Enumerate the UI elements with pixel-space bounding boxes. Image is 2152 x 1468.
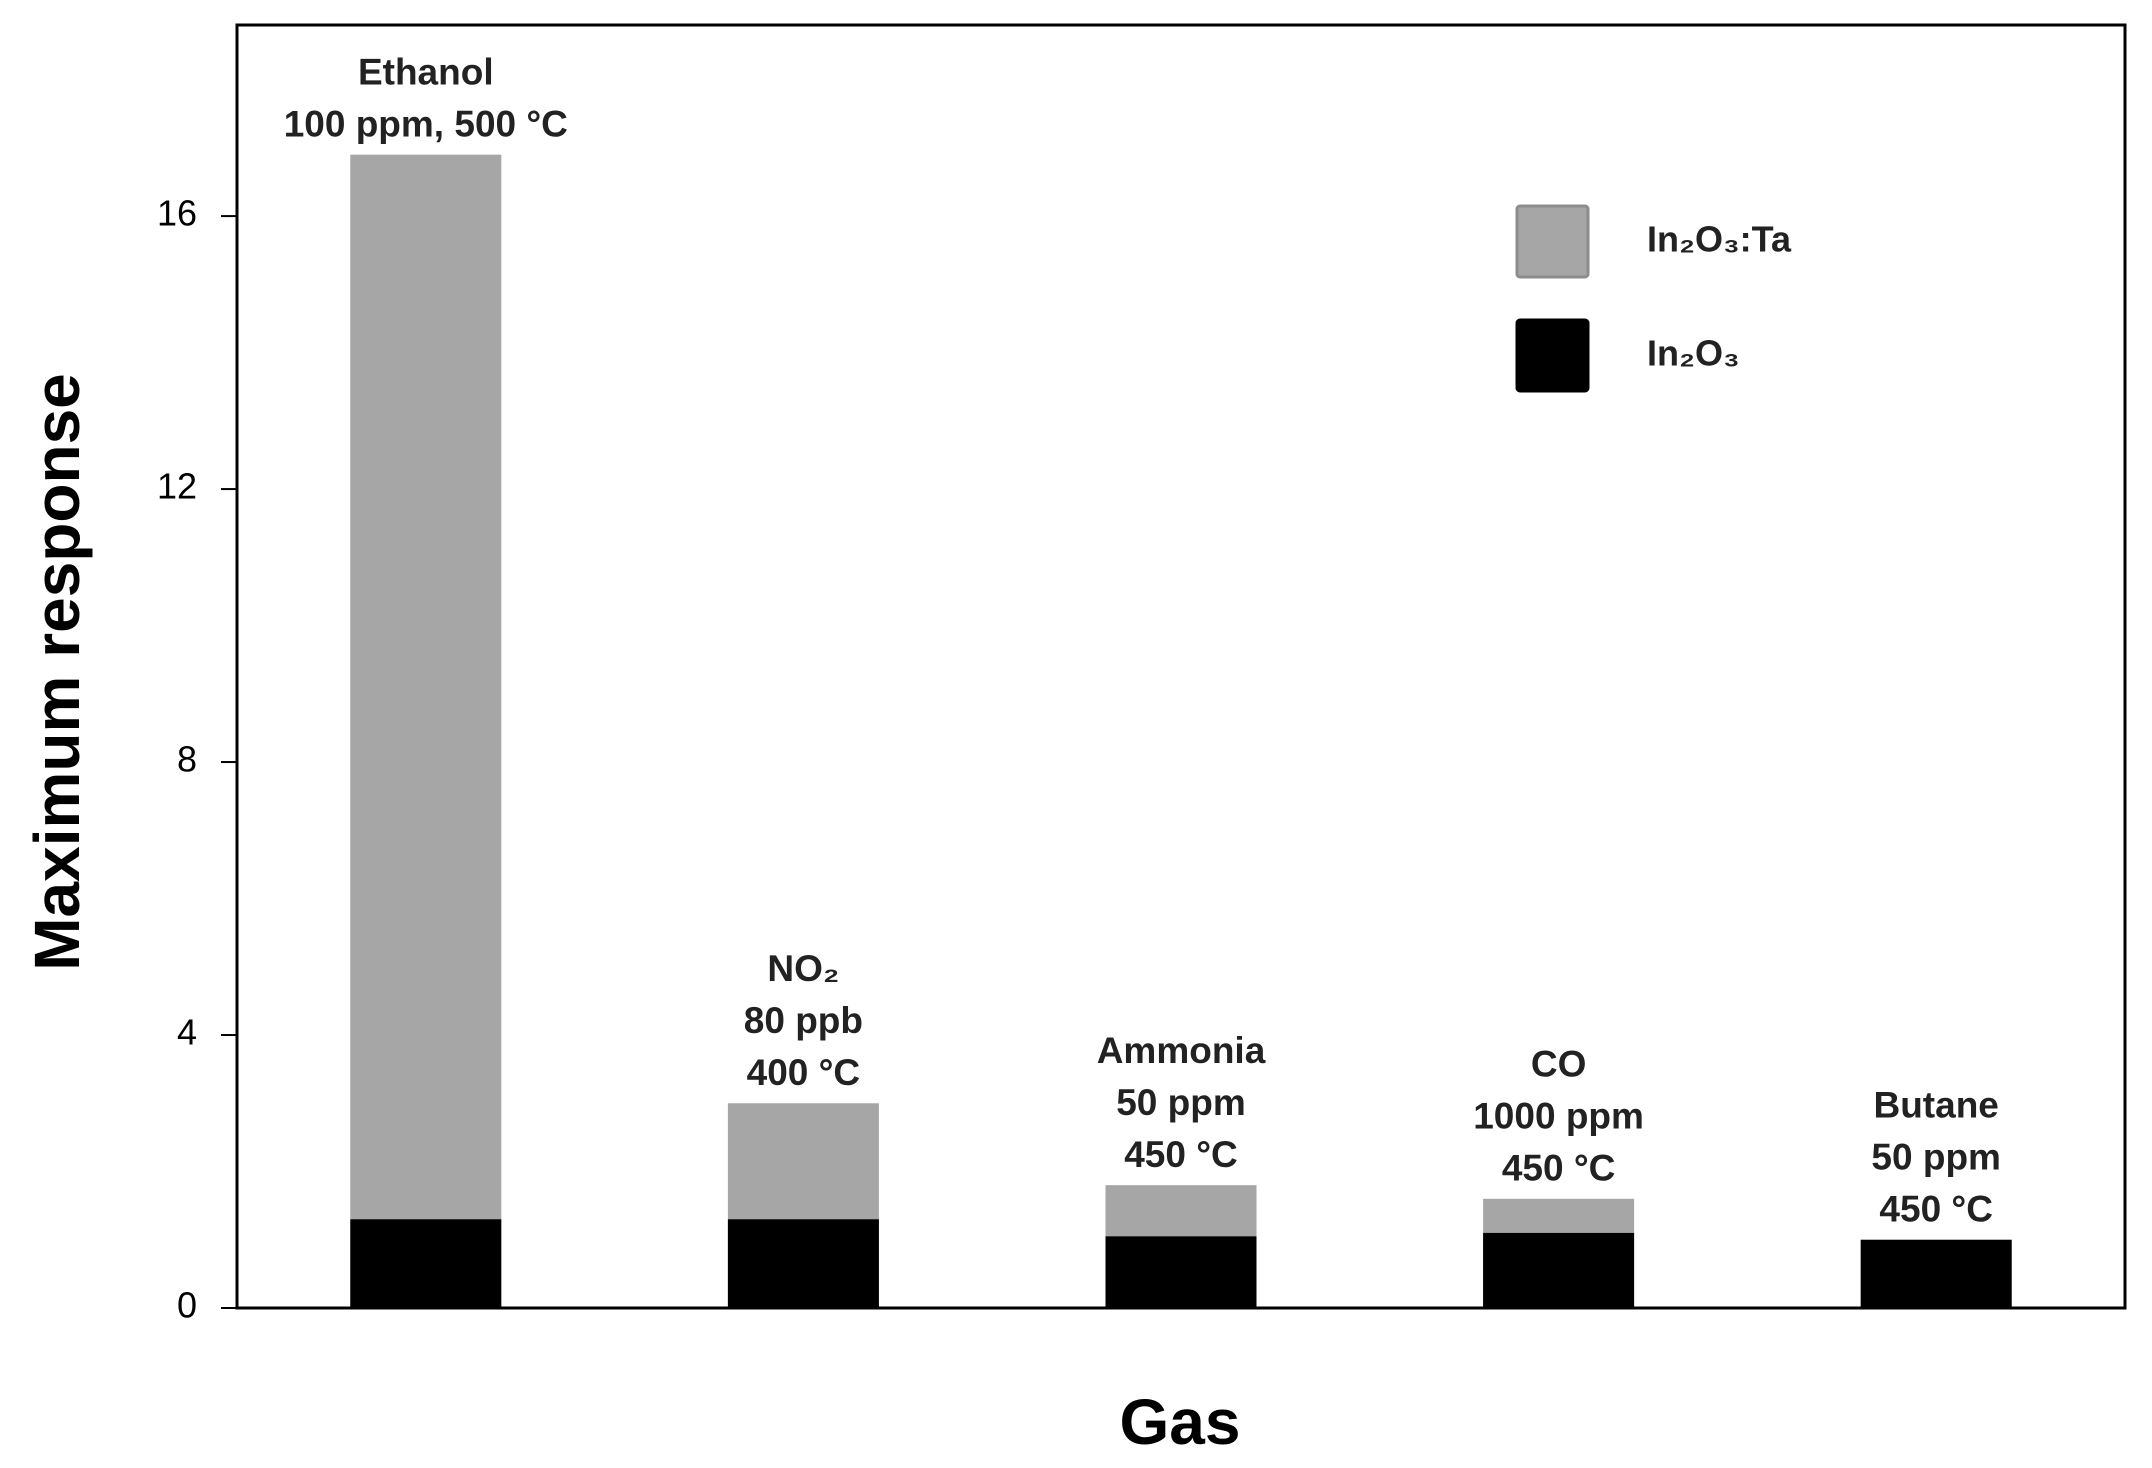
y-tick-label: 12 — [157, 466, 197, 507]
legend-label: In₂O₃ — [1647, 333, 1740, 374]
legend-swatch — [1515, 318, 1590, 393]
bar-annotation: 50 ppm — [1871, 1137, 2001, 1178]
bar — [350, 1219, 502, 1308]
bar-annotation: 100 ppm, 500 °C — [284, 103, 568, 144]
bar-annotation: Ethanol — [358, 51, 494, 92]
y-axis-title: Maximum response — [21, 373, 93, 971]
plot-frame — [235, 23, 2127, 1310]
y-tick-label: 8 — [177, 739, 197, 780]
bar — [1483, 1232, 1635, 1308]
x-axis-title: Gas — [1120, 1386, 1241, 1458]
legend-swatch — [1515, 204, 1590, 279]
bar-annotation: 80 ppb — [744, 1000, 863, 1041]
y-tick-label: 4 — [177, 1012, 197, 1053]
bar-annotation: NO₂ — [767, 948, 839, 989]
bar — [350, 154, 502, 1308]
bar — [1105, 1236, 1257, 1308]
bar-annotation: Ammonia — [1097, 1030, 1266, 1071]
bar — [1860, 1239, 2012, 1308]
bar-annotation: 450 °C — [1502, 1148, 1616, 1189]
bar-annotation: 50 ppm — [1116, 1082, 1246, 1123]
bar-annotation: Butane — [1873, 1085, 1998, 1126]
legend-label: In₂O₃:Ta — [1647, 219, 1792, 260]
y-tick-label: 16 — [157, 193, 197, 234]
bar — [727, 1219, 879, 1308]
bar-annotation: 450 °C — [1879, 1189, 1993, 1230]
bar-annotation: 1000 ppm — [1473, 1096, 1644, 1137]
bar-annotation: 400 °C — [747, 1052, 861, 1093]
bar-annotation: 450 °C — [1124, 1134, 1238, 1175]
y-tick-label: 0 — [177, 1285, 197, 1326]
bar-annotation: CO — [1531, 1044, 1587, 1085]
